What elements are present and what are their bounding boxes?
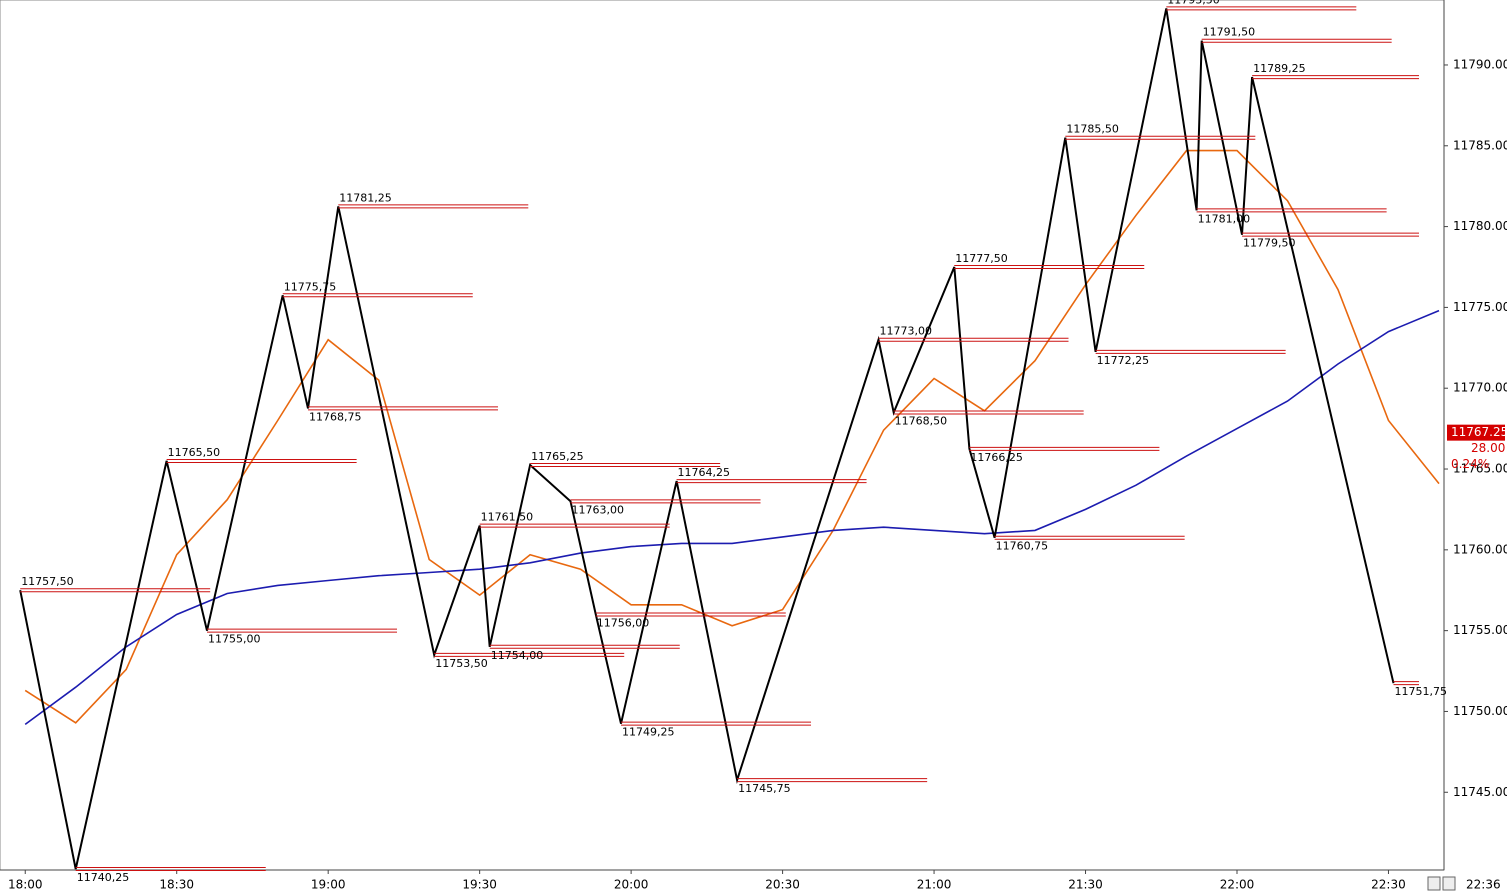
x-tick-label: 22:30 — [1371, 878, 1406, 892]
pivot-label: 11775,75 — [284, 280, 337, 293]
y-tick-label: 11770.00 — [1453, 381, 1507, 395]
pivot-label: 11764,25 — [678, 466, 731, 479]
pivot-label: 11765,25 — [531, 450, 584, 463]
pivot-label: 11760,75 — [996, 540, 1048, 553]
pivot-label: 11779,50 — [1243, 237, 1296, 250]
x-tick-label: 20:00 — [614, 878, 649, 892]
pivot-label: 11785,50 — [1066, 123, 1119, 136]
y-tick-label: 11775.00 — [1453, 300, 1507, 314]
pivot-label: 11766,25 — [970, 451, 1023, 464]
pivot-label: 11777,50 — [955, 252, 1008, 265]
tool-icon[interactable] — [1427, 876, 1441, 891]
pivot-label: 11781,00 — [1198, 212, 1251, 225]
pivot-label: 11761,50 — [481, 511, 534, 524]
pivot-label: 11765,50 — [168, 446, 221, 459]
pivot-label: 11740,25 — [77, 871, 130, 884]
x-tick-label: 18:30 — [159, 878, 194, 892]
y-tick-label: 11760.00 — [1453, 542, 1507, 556]
pivot-label: 11773,00 — [880, 325, 933, 338]
pivot-label: 11768,75 — [309, 410, 362, 423]
x-tick-label: 19:30 — [462, 878, 497, 892]
series-line — [24, 149, 1440, 724]
x-tick-label: 18:00 — [8, 878, 43, 892]
pivot-label: 11757,50 — [21, 575, 73, 588]
y-tick-label: 11765.00 — [1453, 462, 1507, 476]
y-tick-label: 11780.00 — [1453, 219, 1507, 233]
y-tick-label: 11755.00 — [1453, 623, 1507, 637]
x-tick-label: 19:00 — [311, 878, 346, 892]
cursor-time: 22:36 — [1466, 878, 1501, 892]
pivot-label: 11781,25 — [339, 191, 392, 204]
y-tick-label: 11745.00 — [1453, 785, 1507, 799]
last-price-box — [1447, 424, 1505, 441]
last-price-label: 11767.25 — [1451, 425, 1507, 439]
pivot-label: 11755,00 — [208, 633, 261, 646]
pivot-label: 11745,75 — [738, 782, 791, 795]
change-pct-label: 0.24% — [1451, 457, 1489, 471]
x-tick-label: 21:00 — [917, 878, 952, 892]
x-tick-label: 22:00 — [1220, 878, 1255, 892]
zoom-icon[interactable] — [1442, 876, 1456, 891]
series-line — [24, 309, 1440, 726]
pivot-label: 11772,25 — [1097, 354, 1150, 367]
pivot-label: 11749,25 — [622, 726, 675, 739]
y-tick-label: 11785.00 — [1453, 138, 1507, 152]
pivot-label: 11753,50 — [435, 657, 488, 670]
y-tick-label: 11750.00 — [1453, 704, 1507, 718]
x-tick-label: 21:30 — [1068, 878, 1103, 892]
pivot-label: 11789,25 — [1253, 62, 1306, 75]
pivot-label: 11754,00 — [491, 649, 544, 662]
pivot-label: 11756,00 — [597, 616, 650, 629]
pivot-label: 11768,50 — [895, 414, 948, 427]
pivot-label: 11751,75 — [1395, 685, 1448, 698]
pivot-label: 11791,50 — [1203, 26, 1256, 39]
x-tick-label: 20:30 — [765, 878, 800, 892]
pivot-label: 11763,00 — [572, 503, 625, 516]
plot-frame — [0, 0, 1445, 871]
y-tick-label: 11790.00 — [1453, 57, 1507, 71]
pivot-label: 11793,50 — [1167, 0, 1220, 6]
series-line — [19, 8, 1395, 870]
change-label: 28.00 — [1471, 441, 1505, 455]
